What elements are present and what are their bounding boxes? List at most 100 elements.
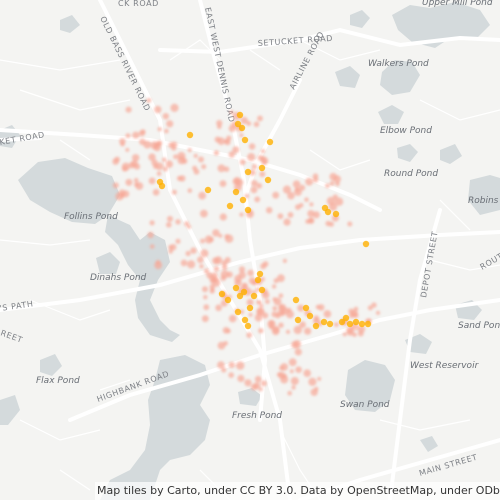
pond-north-center-water [335, 66, 360, 88]
observation-point [241, 283, 248, 290]
map-attribution: Map tiles by Carto, under CC BY 3.0. Dat… [95, 482, 500, 500]
observation-point [272, 297, 277, 302]
hotspot-point [362, 240, 370, 248]
observation-point [162, 113, 169, 120]
observation-point [295, 366, 302, 374]
observation-point [224, 257, 231, 263]
hotspot-point [258, 286, 266, 294]
observation-point [247, 153, 256, 162]
observation-point [262, 261, 269, 267]
observation-point [203, 295, 208, 300]
label-round-pond: Round Pond [384, 169, 438, 179]
observation-point [262, 160, 267, 165]
observation-point [120, 141, 125, 147]
observation-point [206, 272, 213, 279]
observation-point [305, 177, 313, 186]
hotspot-point [326, 320, 334, 328]
observation-point [151, 159, 158, 166]
hotspot-point [236, 111, 244, 119]
route-6-line [0, 230, 500, 312]
hotspot-point [258, 164, 266, 172]
observation-point [272, 306, 278, 311]
hotspot-point [312, 322, 320, 330]
hotspot-point [232, 284, 240, 292]
dinahs-pond-water [96, 252, 120, 274]
hotspot-point [234, 120, 242, 128]
observation-point [269, 324, 274, 330]
observation-point [200, 238, 205, 244]
hotspot-point [244, 168, 252, 176]
hotspot-point [186, 131, 194, 139]
observation-point [223, 341, 228, 346]
sw-pond-water [0, 395, 20, 425]
observation-point [215, 304, 222, 312]
observation-point [198, 191, 207, 200]
setucket-road-line [158, 27, 500, 55]
fresh-pond-water [238, 388, 262, 406]
observation-point [154, 105, 162, 114]
observation-point [161, 157, 167, 163]
hotspot-point [244, 322, 252, 330]
observation-point [175, 219, 181, 225]
observation-point [185, 250, 191, 257]
observation-point [334, 197, 344, 206]
observation-point [276, 372, 282, 378]
observation-point [315, 304, 321, 310]
observation-point [232, 178, 240, 185]
observation-point [125, 147, 130, 152]
hotspot-point [232, 188, 240, 196]
observation-point [246, 332, 253, 338]
observation-point [251, 164, 258, 170]
observation-point [335, 181, 340, 187]
observation-point [176, 175, 183, 181]
observation-point [228, 151, 235, 158]
observation-point [173, 154, 178, 160]
observation-point [148, 177, 156, 185]
label-swan-pond: Swan Pond [340, 400, 390, 410]
observation-point [256, 307, 265, 316]
observation-point [201, 164, 207, 170]
inlet-south-water [100, 355, 210, 500]
observation-point [297, 304, 305, 312]
observation-point [308, 377, 317, 386]
observation-point [156, 171, 162, 176]
observation-point [167, 215, 173, 222]
observation-point [278, 293, 284, 299]
observation-point [164, 128, 169, 134]
hotspot-points [156, 111, 372, 330]
observation-point [246, 298, 254, 306]
observation-point [240, 116, 248, 125]
observation-point [168, 244, 173, 250]
observation-point [239, 133, 244, 138]
observation-point [257, 115, 263, 122]
label-follins-pond: Follins Pond [64, 212, 118, 222]
round-pond-water [397, 144, 418, 162]
observation-point [212, 257, 220, 265]
observation-point [193, 168, 200, 175]
observation-point [312, 177, 319, 183]
robins-pond-water [468, 175, 500, 215]
observation-point [250, 383, 258, 391]
observation-point [280, 363, 289, 371]
observation-point [346, 328, 354, 336]
observation-point [262, 291, 270, 299]
flax-pond-water [40, 354, 62, 376]
observation-point [155, 162, 164, 171]
road-label-ck-road: CK ROAD [118, 0, 159, 8]
observation-point [271, 311, 278, 318]
observation-point [258, 303, 264, 309]
hotspot-point [234, 308, 242, 316]
observation-point [317, 376, 322, 381]
walkers-pond-water [380, 60, 420, 95]
east-west-road-line [0, 128, 382, 212]
observation-point [246, 121, 252, 126]
observation-point [238, 266, 246, 273]
observation-point [291, 385, 296, 390]
observation-point [260, 380, 267, 387]
observation-point [212, 229, 220, 237]
observation-point [166, 222, 172, 228]
observation-point [294, 187, 300, 192]
